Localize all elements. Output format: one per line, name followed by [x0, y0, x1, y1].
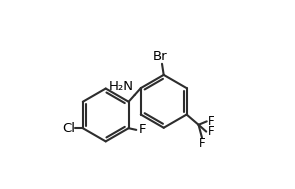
Text: F: F [208, 125, 214, 138]
Text: F: F [139, 123, 146, 136]
Text: F: F [199, 137, 205, 150]
Text: H₂N: H₂N [109, 80, 134, 93]
Text: F: F [208, 115, 215, 128]
Text: Cl: Cl [62, 122, 75, 135]
Text: Br: Br [153, 50, 168, 64]
